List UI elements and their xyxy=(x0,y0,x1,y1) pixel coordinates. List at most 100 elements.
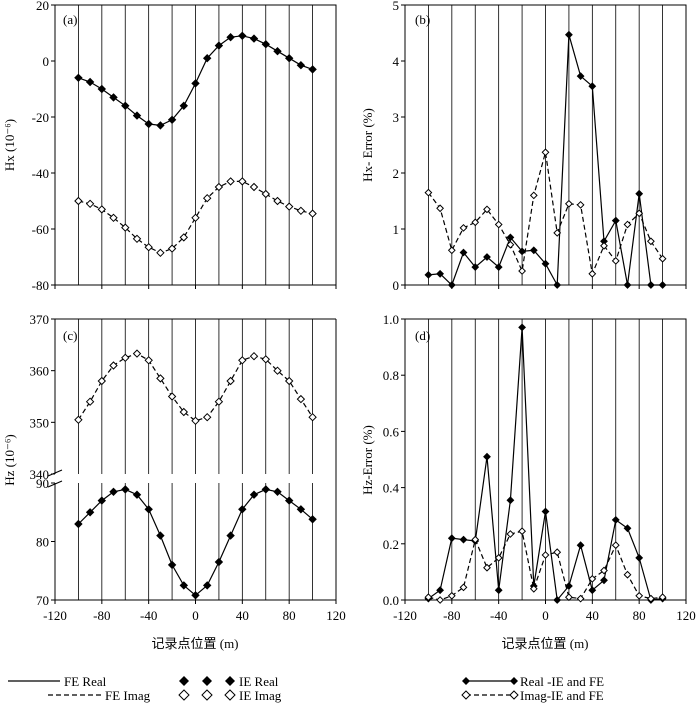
panel-b-ytick-label: 4 xyxy=(393,54,400,69)
panel-b: 5 4 3 2 1 0 (b) Hx- Error (%) xyxy=(360,0,687,293)
panel-c-ylabel: Hz (10⁻⁶) xyxy=(2,434,17,485)
panel-c-ie-real-point xyxy=(261,485,271,494)
panel-b-imag-point xyxy=(588,269,597,278)
panel-c-ie-imag-point xyxy=(191,416,200,426)
panel-d-real-point xyxy=(600,576,608,585)
panel-d-xtick-label: 80 xyxy=(633,608,646,623)
panel-c-ie-real-point xyxy=(238,505,247,514)
panel-a-ie-real-point xyxy=(156,121,165,130)
legend-left: FE Real IE Real FE Imag IE Imag xyxy=(8,674,282,703)
panel-c-ie-imag-point xyxy=(132,349,142,358)
panel-d-ytick-label: 0.4 xyxy=(383,481,400,496)
panel-a-fe-imag-line xyxy=(78,180,313,254)
panel-a-ie-real-point xyxy=(144,119,153,129)
panel-b-imag-point xyxy=(635,209,644,218)
panel-a-ytick-label: -60 xyxy=(32,222,49,237)
panel-b-real-point xyxy=(518,247,527,256)
panel-d-ytick-label: 0.0 xyxy=(383,593,399,608)
panel-c-ie-imag-point xyxy=(109,361,118,370)
panel-a-ie-imag-point xyxy=(179,233,189,242)
panel-d-imag-point xyxy=(447,591,456,600)
panel-c-ie-real-point xyxy=(144,505,153,514)
panel-b-imag-point xyxy=(623,220,632,229)
panel-a-ie-real-point xyxy=(296,60,306,70)
panel-b-real-point xyxy=(623,281,632,289)
panel-d-imag-point xyxy=(611,541,620,550)
panel-b-imag-point xyxy=(658,254,667,263)
panel-c-ie-imag-point xyxy=(179,407,189,417)
panel-c-fe-imag-line xyxy=(77,352,314,422)
panel-d: -120 -80 -40 0 40 80 120 1.0 0.8 0.6 0.4 0.2 0.0 (d) H… xyxy=(360,312,696,651)
panel-b-label: (b) xyxy=(415,12,430,27)
panel-a-ie-imag-point xyxy=(109,213,118,223)
panel-b-real-point xyxy=(541,259,550,268)
panel-d-real-point xyxy=(494,586,503,595)
panel-c-lower-ytick-label: 80 xyxy=(36,535,49,550)
panel-c-xtick-label: 40 xyxy=(236,608,249,623)
panel-a-ie-imag-point xyxy=(132,234,142,244)
panel-c-lower-ytick-label: 90 xyxy=(36,476,49,491)
panel-c-ie-real-point xyxy=(132,490,142,499)
panel-d-imag-point xyxy=(518,527,527,536)
panel-d-real-point xyxy=(623,524,632,533)
panel-a-ylabel: Hx (10⁻⁶) xyxy=(2,119,17,171)
panel-a-ie-real-point xyxy=(109,93,118,102)
panel-c-break-mark xyxy=(47,480,63,488)
panel-b-imag-point xyxy=(646,237,655,246)
panel-d-xtick-label: -120 xyxy=(393,608,417,623)
panel-a-ie-imag-point xyxy=(308,209,317,218)
panel-a-ie-real-point xyxy=(132,111,142,120)
panel-b-imag-point xyxy=(506,240,515,249)
legend-ie-real-swatch xyxy=(179,676,235,686)
panel-d-imag-point xyxy=(600,566,608,575)
panel-d-label: (d) xyxy=(415,328,430,343)
panel-c-xtick-label: 120 xyxy=(326,608,346,623)
panel-d-imag-point xyxy=(459,583,468,592)
panel-b-imag-point xyxy=(564,199,573,208)
legend-fe-imag-label: FE Imag xyxy=(105,688,151,703)
panel-b-imag-line xyxy=(427,152,664,276)
panel-a-ie-real-point xyxy=(249,34,259,43)
panel-a-ie-imag-point xyxy=(144,242,153,252)
panel-a-ie-real-point xyxy=(226,32,235,42)
panel-c-ie-real-point xyxy=(273,487,282,497)
panel-c-ie-real-point xyxy=(109,487,118,497)
legend-ie-imag-swatch xyxy=(178,689,236,701)
panel-c-xtick-label: -120 xyxy=(43,608,67,623)
panel-a-ie-imag-point xyxy=(284,202,294,211)
plots-group: 20 0 -20 -40 -60 -80 (a) Hx (10⁻⁶) 5 4 3 2 1 0 (b) Hx- … xyxy=(2,0,696,651)
panel-a-ie-imag-point xyxy=(156,248,165,258)
panel-d-imag-point xyxy=(623,570,632,579)
panel-d-real-point xyxy=(506,496,515,505)
panel-d-imag-point xyxy=(576,594,585,603)
panel-c-ie-imag-point xyxy=(261,355,271,364)
panel-c-ie-imag-point xyxy=(202,412,212,422)
panel-d-ytick-label: 0.2 xyxy=(383,537,399,552)
panel-c-upper-ytick-label: 370 xyxy=(30,312,50,327)
panel-a-ytick-label: -80 xyxy=(32,278,49,293)
panel-c-xtick-label: 80 xyxy=(283,608,296,623)
panel-d-xtick-label: -40 xyxy=(490,608,507,623)
panel-c-ie-imag-point xyxy=(226,376,235,386)
legend-right: Real -IE and FE Imag-IE and FE xyxy=(461,674,604,703)
panel-a-ie-imag-point xyxy=(97,205,107,214)
panel-d-real-point xyxy=(588,586,597,595)
panel-b-real-point xyxy=(436,269,445,278)
panel-a-ie-imag-point xyxy=(202,193,212,203)
panel-d-imag-point xyxy=(646,594,655,603)
panel-b-imag-point xyxy=(518,267,527,275)
panel-b-real-point xyxy=(553,281,562,289)
panel-a-ie-imag-point xyxy=(191,213,200,223)
panel-b-real-point xyxy=(564,30,573,39)
panel-d-real-point xyxy=(553,596,562,604)
panel-c-ie-real-point xyxy=(85,508,95,517)
panel-d-imag-point xyxy=(635,591,644,600)
panel-d-imag-point xyxy=(553,548,562,557)
panel-d-xtick-label: 0 xyxy=(542,608,549,623)
panel-d-ytick-label: 0.6 xyxy=(383,424,400,439)
panel-c-ie-real-point xyxy=(284,496,294,505)
panel-d-real-point xyxy=(611,515,620,524)
panel-c-ie-real-point xyxy=(97,496,107,505)
panel-d-imag-point xyxy=(494,553,503,562)
